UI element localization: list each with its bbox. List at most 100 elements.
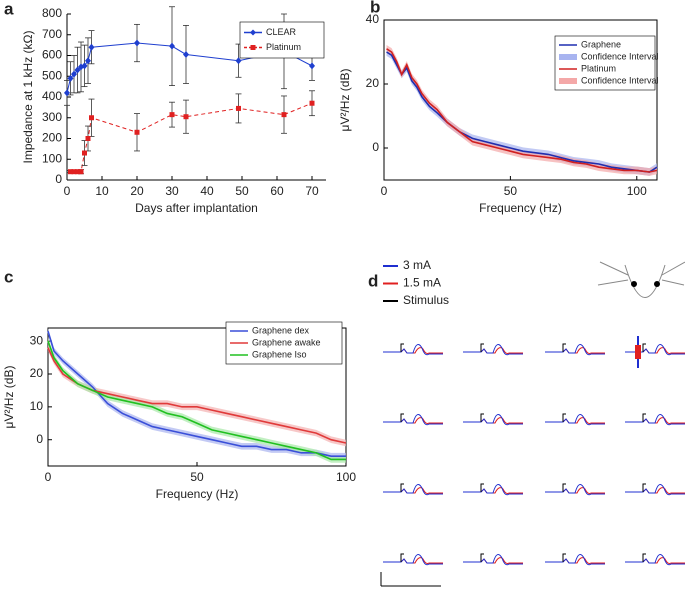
marker: [309, 62, 315, 70]
trace-stimulus: [642, 553, 646, 562]
evoked-trace: [545, 483, 605, 496]
trace-stimulus: [562, 413, 566, 422]
evoked-trace: [383, 553, 443, 566]
scale-bar: [380, 572, 441, 587]
trace-stimulus: [562, 483, 566, 492]
x-tick-label: 50: [504, 184, 518, 198]
legend-label: Platinum: [581, 63, 616, 73]
artifact: [635, 345, 641, 359]
marker: [81, 62, 88, 70]
trace-blue: [463, 343, 523, 356]
y-axis-label: Impedance at 1 kHz (kΩ): [21, 30, 35, 163]
marker: [71, 169, 77, 175]
evoked-trace: [625, 413, 685, 426]
marker: [236, 105, 241, 111]
trace-stimulus: [480, 553, 484, 562]
y-tick-label: 0: [55, 172, 62, 186]
x-tick-label: 40: [200, 184, 214, 198]
series-line: [47, 331, 346, 457]
marker: [183, 114, 189, 120]
series-line: [70, 102, 313, 173]
legend-marker: [250, 45, 256, 50]
evoked-trace: [545, 413, 605, 426]
marker: [71, 70, 77, 78]
evoked-trace: [625, 553, 685, 566]
trace-blue: [625, 413, 685, 426]
x-tick-label: 30: [165, 184, 179, 198]
y-tick-label: 800: [42, 6, 62, 20]
evoked-trace: [463, 343, 523, 356]
plot-frame: [383, 19, 658, 181]
legend-swatch: [559, 54, 577, 60]
y-tick-label: 500: [42, 68, 62, 82]
legend-label: Graphene: [581, 39, 621, 49]
legend-label: Stimulus: [403, 293, 449, 307]
legend-swatch: [559, 78, 577, 84]
trace-stimulus: [400, 483, 404, 492]
y-tick-label: 200: [42, 131, 62, 145]
legend-label: CLEAR: [266, 27, 297, 37]
marker: [88, 43, 95, 51]
trace-stimulus: [642, 413, 646, 422]
y-axis-label: μV²/Hz (dB): [2, 366, 16, 429]
series-line: [386, 48, 658, 173]
legend-label: 1.5 mA: [403, 276, 441, 290]
trace-blue: [545, 483, 605, 496]
confidence-band: [48, 328, 346, 460]
trace-blue: [383, 553, 443, 566]
marker: [85, 136, 91, 141]
evoked-trace: [383, 343, 443, 356]
series-line: [47, 340, 346, 461]
x-tick-label: 100: [627, 184, 647, 198]
evoked-trace: [625, 336, 685, 368]
trace-stimulus: [562, 553, 566, 562]
marker: [134, 129, 140, 135]
legend-label: Graphene Iso: [252, 349, 307, 359]
trace-blue: [383, 483, 443, 496]
x-axis-label: Frequency (Hz): [479, 201, 562, 215]
trace-blue: [545, 553, 605, 566]
x-tick-label: 0: [64, 184, 71, 198]
x-tick-label: 20: [130, 184, 144, 198]
y-tick-label: 600: [42, 48, 62, 62]
x-tick-label: 0: [381, 184, 388, 198]
evoked-trace: [383, 413, 443, 426]
x-axis-label: Frequency (Hz): [156, 487, 239, 501]
series-line: [386, 51, 658, 173]
y-tick-label: 0: [36, 432, 43, 446]
marker: [169, 42, 175, 50]
trace-blue: [463, 553, 523, 566]
y-tick-label: 40: [366, 12, 380, 26]
marker: [67, 74, 74, 82]
y-tick-label: 30: [30, 333, 44, 347]
trace-stimulus: [562, 343, 566, 352]
y-tick-label: 20: [366, 76, 380, 90]
trace-stimulus: [400, 343, 404, 352]
y-tick-label: 100: [42, 151, 62, 165]
marker: [169, 112, 175, 118]
panel-label: b: [370, 0, 380, 16]
marker: [309, 100, 315, 106]
evoked-trace: [463, 413, 523, 426]
panel-label: c: [4, 267, 13, 286]
legend-marker: [250, 29, 256, 36]
trace-blue: [625, 553, 685, 566]
x-tick-label: 10: [95, 184, 109, 198]
trace-blue: [463, 413, 523, 426]
trace-blue: [463, 483, 523, 496]
trace-blue: [625, 483, 685, 496]
evoked-trace: [463, 553, 523, 566]
trace-stimulus: [642, 483, 646, 492]
y-tick-label: 700: [42, 27, 62, 41]
mouse-icon: [597, 261, 685, 298]
marker: [89, 115, 94, 121]
confidence-band: [48, 337, 346, 463]
x-tick-label: 60: [270, 184, 284, 198]
marker: [74, 66, 81, 74]
trace-stimulus: [642, 343, 646, 352]
marker: [183, 50, 189, 58]
marker: [75, 169, 80, 175]
x-tick-label: 100: [336, 470, 356, 484]
evoked-trace: [383, 483, 443, 496]
